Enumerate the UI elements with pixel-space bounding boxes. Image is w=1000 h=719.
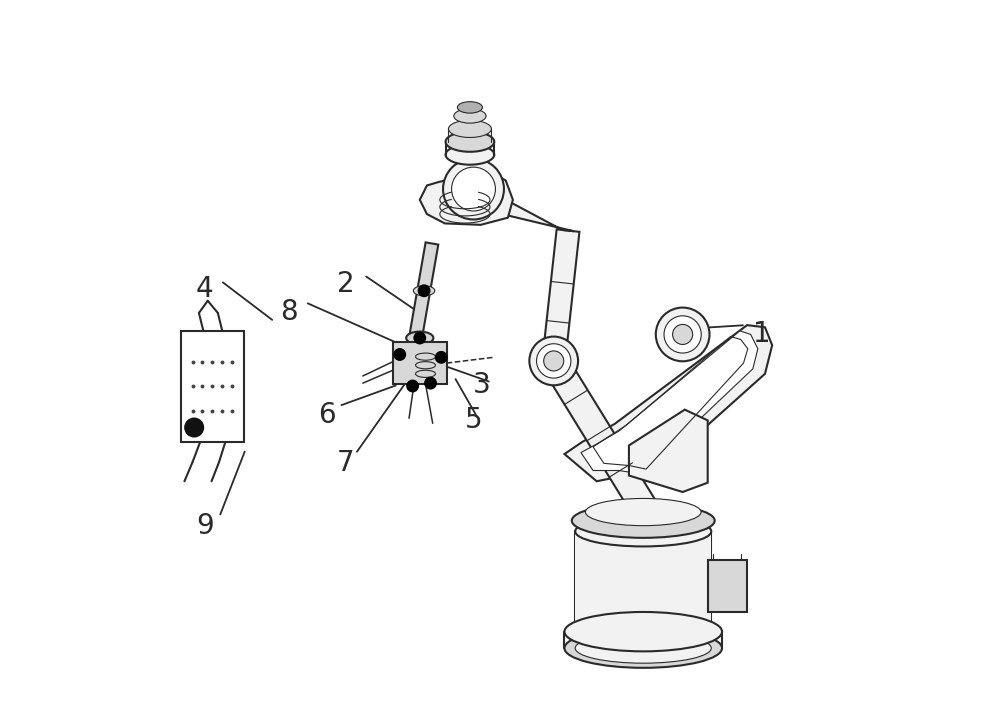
Circle shape <box>418 285 430 296</box>
Text: 8: 8 <box>280 298 298 326</box>
Circle shape <box>414 332 426 344</box>
Ellipse shape <box>529 336 578 385</box>
Ellipse shape <box>673 324 693 344</box>
Text: 6: 6 <box>318 400 335 429</box>
Ellipse shape <box>448 120 491 137</box>
Text: 2: 2 <box>337 270 355 298</box>
Bar <box>708 560 747 612</box>
Ellipse shape <box>575 633 711 663</box>
Ellipse shape <box>656 308 709 361</box>
Polygon shape <box>420 171 513 225</box>
Ellipse shape <box>413 285 435 296</box>
Circle shape <box>425 377 436 389</box>
Circle shape <box>407 380 418 392</box>
Polygon shape <box>581 331 758 474</box>
Polygon shape <box>457 189 574 232</box>
Ellipse shape <box>564 628 722 668</box>
Polygon shape <box>542 229 579 362</box>
Ellipse shape <box>406 331 433 344</box>
Circle shape <box>185 418 203 437</box>
Ellipse shape <box>564 612 722 651</box>
Polygon shape <box>575 531 711 630</box>
Polygon shape <box>542 354 655 513</box>
Ellipse shape <box>452 167 495 211</box>
Text: 1: 1 <box>753 321 770 349</box>
Ellipse shape <box>537 344 571 378</box>
Polygon shape <box>629 410 708 492</box>
Ellipse shape <box>572 503 715 538</box>
Ellipse shape <box>544 351 564 371</box>
Ellipse shape <box>443 159 504 219</box>
Bar <box>393 342 447 384</box>
Ellipse shape <box>457 101 482 113</box>
Ellipse shape <box>575 516 711 546</box>
Ellipse shape <box>446 132 494 152</box>
Ellipse shape <box>446 145 494 165</box>
Text: 3: 3 <box>473 370 491 398</box>
Polygon shape <box>409 242 438 339</box>
Ellipse shape <box>585 498 701 526</box>
Bar <box>181 331 244 442</box>
Ellipse shape <box>454 109 486 123</box>
Text: 7: 7 <box>337 449 355 477</box>
Ellipse shape <box>664 316 701 353</box>
Circle shape <box>394 349 405 360</box>
Polygon shape <box>564 325 772 482</box>
Text: 4: 4 <box>195 275 213 303</box>
Text: 5: 5 <box>465 406 482 434</box>
Circle shape <box>436 352 447 363</box>
Text: 9: 9 <box>196 513 214 541</box>
